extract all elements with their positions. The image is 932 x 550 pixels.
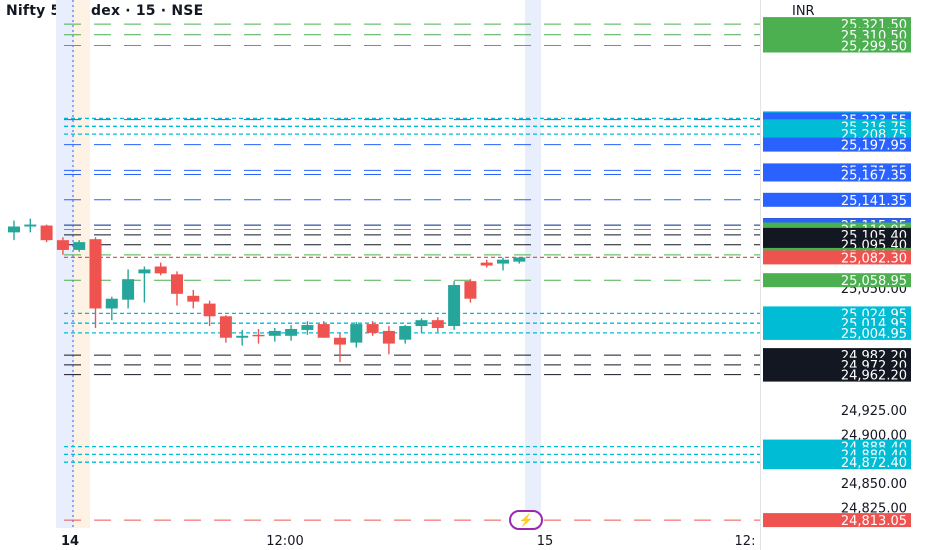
price-label-box [763, 192, 911, 207]
price-label-box [763, 273, 911, 288]
candle-body [8, 226, 20, 233]
candle-body [73, 242, 86, 250]
price-label: 24,962.20 [841, 369, 907, 384]
time-axis[interactable]: 14 12:00 15 12: [0, 528, 760, 550]
time-tick-label: 14 [61, 534, 79, 549]
time-tick-label: 12: [735, 534, 756, 549]
axis-tick-label: 24,900.00 [841, 428, 907, 443]
price-label: 25,082.30 [841, 251, 907, 266]
candle-body [480, 262, 493, 266]
lightning-icon[interactable]: ⚡ [509, 510, 543, 530]
session-band-left [56, 0, 74, 528]
candle-body [56, 240, 69, 250]
candle-body [317, 324, 330, 338]
candle-body [415, 320, 428, 327]
candle-body [399, 326, 412, 340]
candle-body [203, 303, 216, 317]
candle-body [464, 281, 477, 299]
candle-body [89, 239, 102, 309]
candle-body [40, 225, 53, 241]
axis-tick-label: 24,925.00 [841, 404, 907, 419]
price-label: 25,004.95 [841, 327, 907, 342]
candle-body [268, 330, 281, 336]
candle-body [497, 259, 509, 264]
candle-body [105, 298, 118, 309]
candle-body [382, 330, 395, 344]
candle-body [24, 224, 37, 227]
candle-body [431, 320, 444, 328]
price-label: 25,141.35 [841, 194, 907, 209]
time-tick-label: 15 [537, 534, 554, 549]
candle-body [236, 335, 249, 338]
candle-body [252, 334, 265, 337]
price-label-box [763, 367, 911, 382]
candle-body [448, 285, 461, 327]
axis-tick-label: 24,850.00 [841, 477, 907, 492]
chart-title: Nifty 50 Index · 15 · NSE [6, 3, 204, 19]
candle-body [334, 337, 346, 345]
price-label-box [763, 137, 911, 152]
price-label-box [763, 27, 911, 42]
price-label: 24,813.05 [841, 514, 907, 529]
price-label-box [763, 167, 911, 182]
price-label-box [763, 250, 911, 265]
candle-body [154, 266, 167, 274]
candle-body [366, 324, 379, 333]
price-label: 25,197.95 [841, 139, 907, 154]
price-label: 25,058.95 [841, 274, 907, 289]
price-label-box [763, 325, 911, 340]
candle-body [285, 328, 298, 336]
price-label-box [763, 455, 911, 470]
candle-body [138, 269, 151, 274]
candle-body [171, 274, 183, 294]
candle-body [219, 316, 232, 338]
price-label: 25,299.50 [841, 40, 907, 55]
session-band-orange [74, 0, 90, 528]
candle-body [187, 295, 200, 302]
price-label: 24,872.40 [841, 456, 907, 471]
time-tick-label: 12:00 [266, 534, 303, 549]
candle-body [122, 279, 135, 300]
price-label-box [763, 38, 911, 53]
candle-body [350, 324, 363, 343]
session-band-right [525, 0, 541, 528]
axis-tick-label: 24,825.00 [841, 502, 907, 517]
price-label: 25,167.35 [841, 169, 907, 184]
price-chart[interactable] [0, 0, 760, 528]
price-label-box [763, 17, 911, 32]
price-axis[interactable]: 25,050.0024,925.0024,900.0024,850.0024,8… [760, 0, 932, 550]
price-label-box [763, 513, 911, 528]
currency-label[interactable]: INR [792, 4, 815, 19]
candle-body [513, 257, 526, 262]
candle-body [301, 325, 314, 330]
